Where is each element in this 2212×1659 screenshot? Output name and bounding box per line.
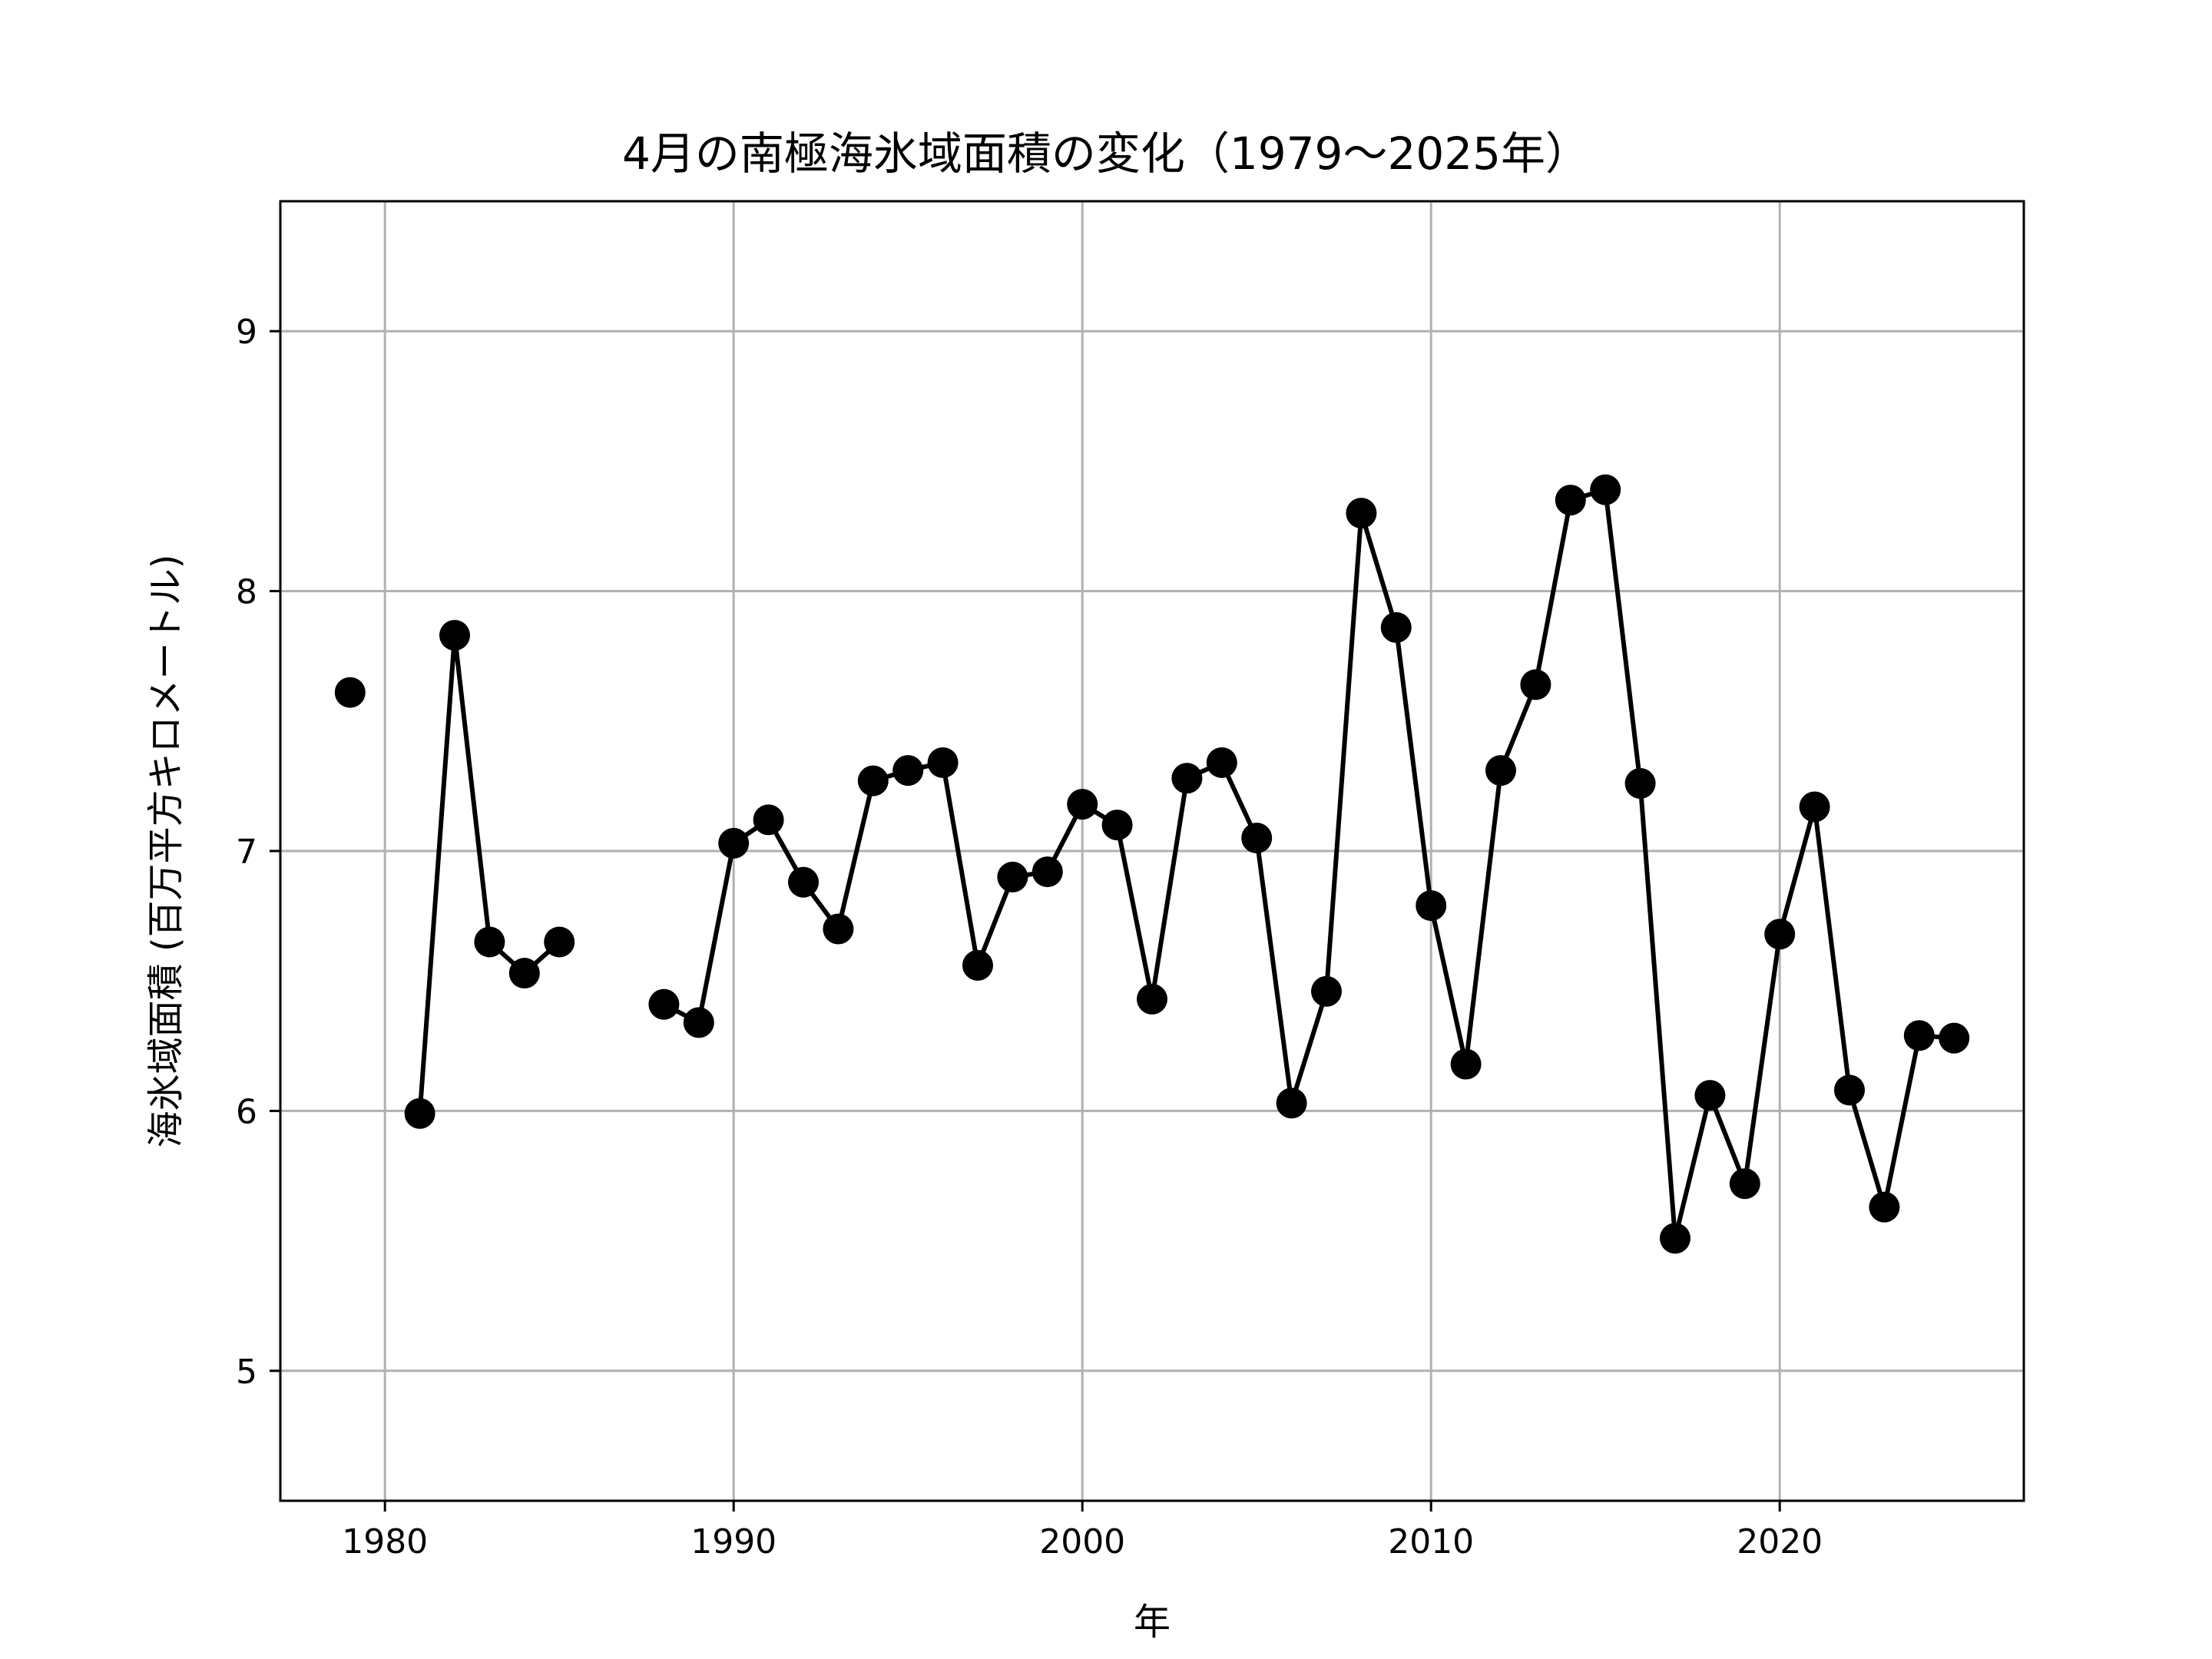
data-point [439, 620, 470, 651]
data-point [1241, 823, 1273, 854]
data-point [1346, 498, 1377, 529]
x-axis-label: 年 [1134, 1601, 1171, 1644]
axis-ticks: 1980 1990 2000 2010 2020 5 6 7 8 9 [236, 313, 1823, 1561]
data-point [1206, 747, 1237, 778]
data-point [1380, 611, 1412, 643]
data-point [1137, 983, 1167, 1015]
data-point [474, 926, 505, 958]
data-point [1590, 474, 1621, 505]
data-point [892, 755, 924, 786]
data-point [1101, 810, 1133, 841]
data-point [1485, 755, 1516, 786]
y-tick-label: 7 [236, 833, 257, 872]
data-point [1416, 890, 1447, 922]
data-point [334, 677, 366, 708]
data-point [1555, 485, 1586, 516]
y-axis-label: 海氷域面積 (百万平方キロメートル) [144, 555, 187, 1148]
data-point [1764, 919, 1796, 950]
x-tick-label: 1980 [342, 1522, 428, 1561]
data-point [1031, 856, 1063, 888]
data-point [1067, 789, 1098, 820]
data-point [962, 949, 993, 981]
y-tick-label: 8 [236, 573, 257, 612]
data-point [1171, 763, 1203, 794]
data-point [823, 913, 854, 945]
data-point [1939, 1022, 1970, 1054]
data-point [997, 861, 1028, 892]
x-tick-label: 1990 [690, 1522, 777, 1561]
data-point [1450, 1048, 1482, 1080]
data-point [1520, 669, 1551, 700]
data-point [1694, 1080, 1726, 1111]
data-point [1660, 1223, 1690, 1254]
data-point [508, 958, 540, 989]
x-tick-label: 2010 [1388, 1522, 1474, 1561]
data-points [334, 474, 1970, 1254]
data-point [1869, 1191, 1900, 1223]
y-tick-label: 5 [236, 1353, 257, 1392]
x-tick-label: 2000 [1039, 1522, 1125, 1561]
data-point [1729, 1168, 1760, 1200]
y-tick-label: 9 [236, 313, 257, 352]
data-point [1276, 1088, 1307, 1119]
data-point [648, 988, 680, 1020]
data-point [683, 1007, 714, 1038]
data-point [753, 804, 784, 836]
data-point [1311, 975, 1342, 1007]
data-point [927, 747, 959, 778]
data-point [1834, 1075, 1865, 1106]
data-point [857, 765, 889, 796]
data-point [1624, 768, 1656, 800]
data-point [1903, 1020, 1935, 1051]
data-point [788, 866, 819, 898]
data-point [718, 827, 750, 859]
data-point [544, 926, 575, 958]
x-tick-label: 2020 [1737, 1522, 1823, 1561]
data-point [1799, 791, 1830, 823]
chart-title: 4月の南極海氷域面積の変化（1979～2025年） [622, 127, 1590, 180]
y-tick-label: 6 [236, 1092, 257, 1131]
data-point [404, 1098, 435, 1129]
